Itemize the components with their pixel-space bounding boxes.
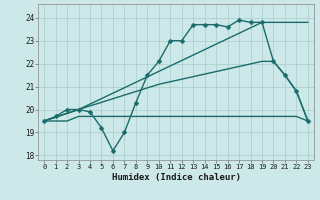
X-axis label: Humidex (Indice chaleur): Humidex (Indice chaleur) — [111, 173, 241, 182]
